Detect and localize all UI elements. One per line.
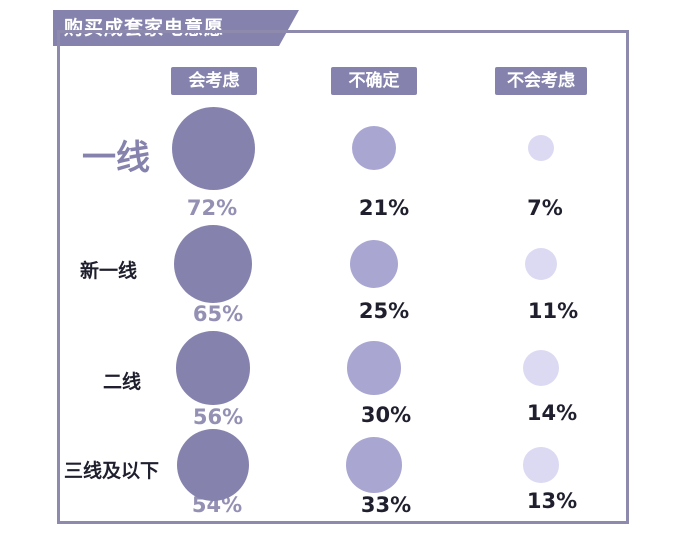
bubble-will-consider <box>177 429 249 501</box>
bubble-will-not-consider <box>522 349 560 387</box>
row-label-new-tier1: 新一线 <box>80 260 138 282</box>
row-label-tier1: 一线 <box>82 138 150 178</box>
column-header-unsure: 不确定 <box>331 67 417 95</box>
bubble-will-not-consider <box>523 447 559 483</box>
bubble-unsure <box>345 436 403 494</box>
value-label: 21% <box>358 196 410 220</box>
bubble-will-not-consider <box>524 247 558 281</box>
bubble-will-consider <box>176 331 250 405</box>
row-label-tier3-and-below: 三线及以下 <box>64 460 160 482</box>
value-label: 30% <box>360 403 412 427</box>
value-label: 7% <box>527 196 563 220</box>
value-label: 56% <box>192 405 244 429</box>
column-header-will-consider: 会考虑 <box>171 67 257 95</box>
value-label: 33% <box>360 493 412 517</box>
column-header-will-not-consider: 不会考虑 <box>495 67 587 95</box>
value-label: 13% <box>526 489 578 513</box>
value-label: 72% <box>186 196 238 220</box>
chart-title: 购买成套家电意愿 <box>64 17 225 39</box>
bubble-will-not-consider <box>528 135 554 161</box>
value-label: 25% <box>358 299 410 323</box>
bubble-unsure <box>347 341 401 395</box>
value-label: 14% <box>526 401 578 425</box>
row-label-tier2: 二线 <box>103 371 142 393</box>
chart-frame <box>57 30 629 524</box>
bubble-unsure <box>351 125 397 171</box>
bubble-will-consider <box>173 224 253 304</box>
value-label: 65% <box>192 302 244 326</box>
title-banner <box>53 10 299 46</box>
bubble-will-consider <box>171 106 255 190</box>
value-label: 11% <box>527 299 579 323</box>
bubble-unsure <box>349 239 399 289</box>
